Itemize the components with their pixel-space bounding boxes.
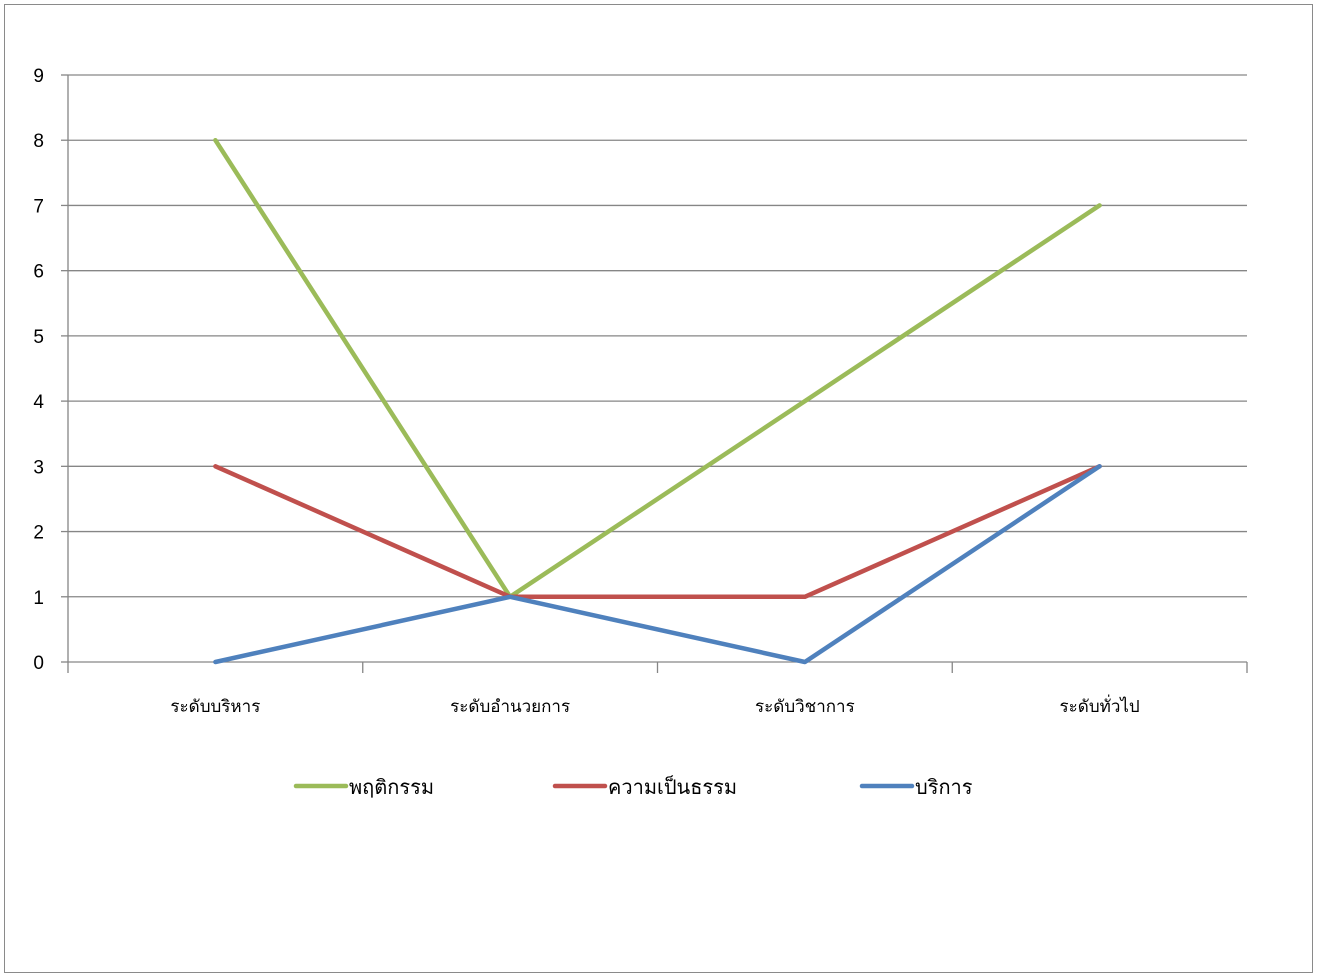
y-tick-label: 4 [33, 392, 44, 413]
y-tick-label: 8 [33, 131, 44, 152]
legend-label: พฤติกรรม [349, 775, 434, 799]
y-tick-label: 5 [33, 327, 44, 348]
series-lines [213, 137, 1102, 665]
y-tick-label: 9 [33, 66, 44, 87]
series-line [213, 464, 1102, 665]
y-tick-label: 3 [33, 457, 44, 478]
y-tick-label: 6 [33, 262, 44, 283]
legend-label: บริการ [915, 775, 973, 799]
y-tick-label: 2 [33, 523, 44, 544]
x-tick-label: ระดับอำนวยการ [450, 697, 570, 717]
legend: พฤติกรรม ความเป็นธรรม บริการ [293, 774, 973, 799]
gridlines [68, 74, 1247, 598]
y-tick-label: 7 [33, 196, 44, 217]
chart-frame [4, 4, 1313, 973]
x-tick-label: ระดับทั่วไป [1060, 694, 1140, 717]
series-line [213, 137, 1102, 600]
x-tick-label: ระดับวิชาการ [755, 697, 855, 717]
axes: 0 1 2 3 4 5 6 7 8 9 ระดับบริหาร ระดับอำนวยการ ระดับว… [33, 66, 1248, 717]
series-line [213, 464, 1102, 600]
y-tick-label: 1 [33, 588, 44, 609]
x-tick-label: ระดับบริหาร [170, 697, 260, 717]
y-tick-label: 0 [33, 653, 44, 674]
legend-label: ความเป็นธรรม [608, 774, 737, 799]
